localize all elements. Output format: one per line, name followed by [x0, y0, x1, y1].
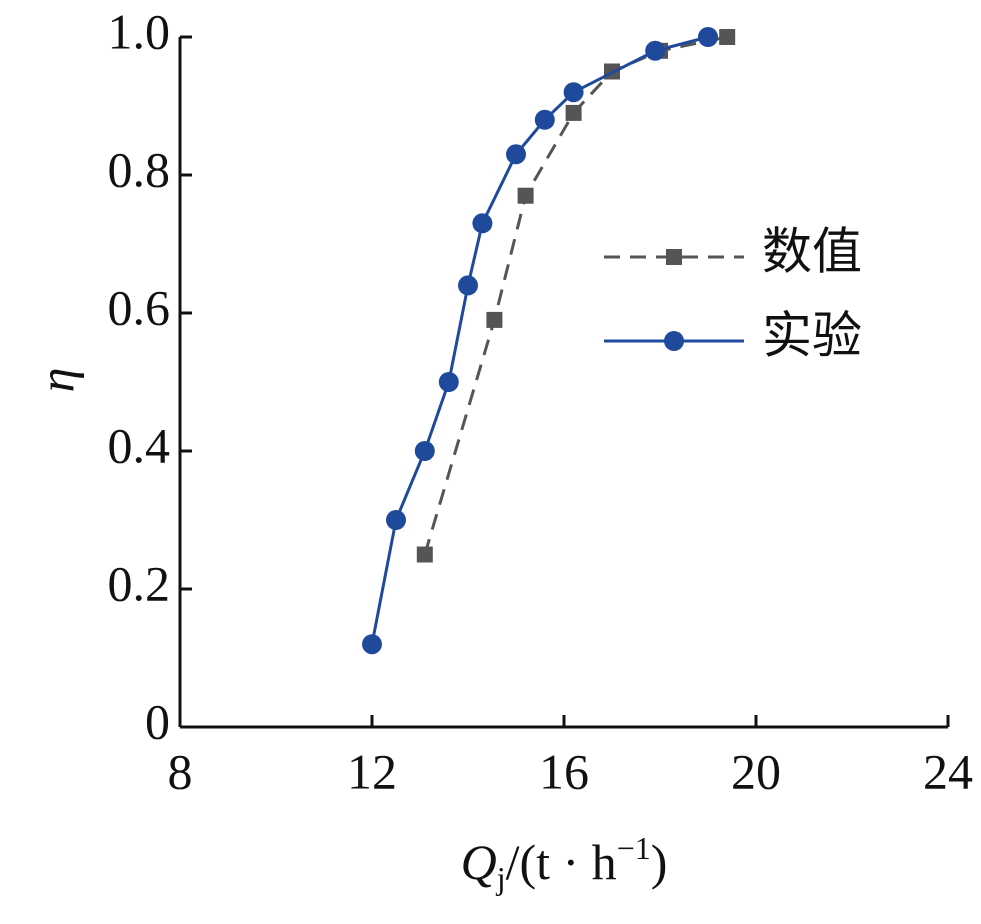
x-label-part: −1 [617, 830, 651, 866]
x-label-part: Q [461, 834, 497, 890]
y-tick-label: 0 [145, 693, 170, 749]
legend-marker [666, 249, 682, 265]
marker [458, 275, 478, 296]
x-tick-label: 20 [731, 743, 781, 799]
x-tick-label: 16 [539, 743, 589, 799]
x-label-part: j [496, 860, 506, 896]
y-tick-label: 0.2 [108, 555, 171, 611]
y-axis-label: η [28, 368, 84, 393]
legend-label: 实验 [762, 307, 862, 363]
x-tick-label: 12 [347, 743, 397, 799]
y-tick-label: 1.0 [108, 3, 171, 59]
y-tick-label: 0.6 [108, 279, 171, 335]
legend-marker [664, 331, 684, 351]
marker [517, 187, 534, 204]
x-label-part: ) [651, 834, 668, 890]
marker [719, 29, 736, 45]
marker [565, 104, 582, 121]
marker [416, 546, 433, 563]
marker [386, 510, 406, 530]
y-tick-label: 0.8 [108, 141, 171, 197]
x-tick-label: 8 [168, 743, 193, 799]
marker [563, 82, 584, 103]
marker [486, 311, 503, 328]
marker [438, 372, 459, 392]
legend-label: 数值 [762, 223, 862, 279]
marker [414, 441, 435, 461]
x-axis-label: Qj/(t · h−1) [461, 830, 668, 896]
marker [645, 40, 666, 61]
x-label-part: /(t · h [506, 834, 617, 890]
marker [698, 27, 718, 47]
marker [472, 213, 493, 234]
marker [506, 144, 526, 165]
y-tick-label: 0.4 [108, 417, 171, 473]
marker [534, 109, 555, 130]
marker [362, 634, 382, 655]
x-tick-label: 24 [923, 743, 973, 799]
